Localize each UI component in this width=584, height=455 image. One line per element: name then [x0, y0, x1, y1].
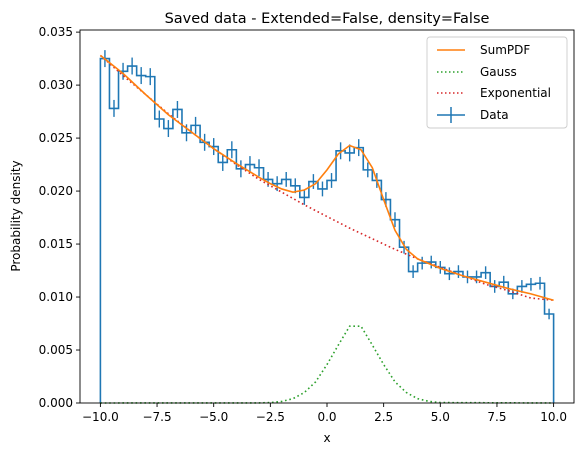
x-tick-label: 0.0: [317, 410, 336, 424]
y-tick-label: 0.010: [39, 290, 73, 304]
x-axis: −10.0 −7.5 −5.0 −2.5 0.0 2.5 5.0 7.5 10.0: [82, 403, 567, 424]
chart-title: Saved data - Extended=False, density=Fal…: [165, 11, 490, 27]
legend-sumpdf-label: SumPDF: [480, 43, 530, 57]
y-tick-label: 0.025: [39, 131, 73, 145]
y-tick-label: 0.035: [39, 25, 73, 39]
x-tick-label: −10.0: [82, 410, 119, 424]
legend-data-label: Data: [480, 108, 509, 122]
legend-data-swatch: [437, 107, 465, 123]
x-tick-label: −7.5: [142, 410, 171, 424]
x-tick-label: 10.0: [540, 410, 567, 424]
x-tick-label: 2.5: [374, 410, 393, 424]
x-tick-label: −5.0: [199, 410, 228, 424]
data-histogram-step: [99, 57, 555, 403]
x-tick-label: −2.5: [256, 410, 285, 424]
legend-box: [426, 36, 568, 129]
y-tick-label: 0.005: [39, 343, 73, 357]
y-axis: 0.000 0.005 0.010 0.015 0.020 0.025 0.030 0.035: [39, 25, 80, 410]
y-axis-label: Probability density: [9, 160, 23, 271]
plot-area: [99, 50, 555, 404]
x-axis-label: x: [323, 431, 330, 445]
y-tick-label: 0.000: [39, 396, 73, 410]
legend: SumPDF Gauss Exponential Data: [426, 36, 568, 129]
sumpdf-curve: [99, 54, 554, 301]
y-tick-label: 0.015: [39, 237, 73, 251]
y-tick-label: 0.030: [39, 78, 73, 92]
x-tick-label: 5.0: [431, 410, 450, 424]
gauss-curve: [100, 325, 554, 404]
x-tick-label: 7.5: [487, 410, 506, 424]
y-tick-label: 0.020: [39, 184, 73, 198]
legend-exponential-label: Exponential: [480, 86, 551, 100]
legend-gauss-label: Gauss: [480, 65, 517, 79]
